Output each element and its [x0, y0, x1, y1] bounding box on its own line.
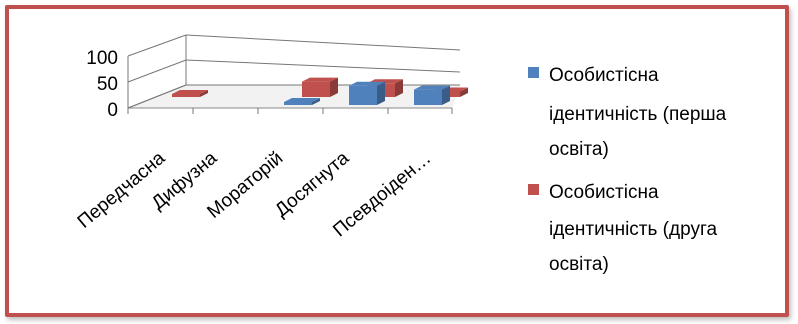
- bar-series-1-2: [284, 98, 320, 105]
- gridline-side-50: [127, 59, 187, 83]
- bar-side-series-2-0: [200, 90, 208, 97]
- legend-label-2-line-2: ідентичність (друга: [549, 219, 717, 240]
- bar-top-series-1-2: [284, 98, 320, 102]
- bar-front-series-1-2: [284, 102, 312, 105]
- legend: Особистісна ідентичність (перша освіта) …: [528, 65, 727, 275]
- gridline-back-100: [185, 34, 461, 51]
- gridline-side-0: [127, 84, 187, 109]
- bar-series-1-3: [349, 81, 385, 105]
- legend-swatch-series-2: [528, 184, 539, 195]
- bar-series-1-4: [414, 85, 450, 105]
- chart-frame: [5, 5, 789, 317]
- x-label-0: Передчасна: [74, 147, 170, 232]
- bar-front-series-1-4: [414, 89, 442, 105]
- bar-series-2-0: [172, 90, 208, 97]
- bar-side-series-1-3: [377, 81, 385, 105]
- bar-front-series-1-3: [349, 85, 377, 105]
- bars-layer: [172, 77, 468, 105]
- y-tick-label-0: 0: [107, 100, 118, 121]
- legend-swatch-series-1: [528, 67, 539, 78]
- x-label-3: Досягнута: [271, 147, 353, 221]
- bar-top-series-1-3: [349, 81, 385, 86]
- bar-front-series-2-0: [172, 94, 200, 97]
- bar-top-series-1-4: [414, 85, 450, 90]
- legend-label-1-line-3: освіта): [549, 139, 609, 160]
- bar-top-series-2-2: [302, 77, 338, 82]
- bar-side-series-2-3: [395, 79, 403, 97]
- gridline-side-100: [127, 34, 187, 57]
- legend-label-1-line-1: Особистісна: [549, 65, 659, 86]
- legend-label-1-line-2: ідентичність (перша: [549, 104, 727, 125]
- bar-side-series-2-2: [330, 77, 338, 97]
- bar-front-series-2-2: [302, 81, 330, 97]
- bar-side-series-2-4: [460, 87, 468, 97]
- y-tick-label-50: 50: [97, 74, 118, 95]
- bar-series-2-2: [302, 77, 338, 97]
- legend-label-2-line-3: освіта): [549, 254, 609, 275]
- bar-side-series-1-4: [442, 85, 450, 105]
- legend-label-2-line-1: Особистісна: [549, 182, 659, 203]
- bar-side-series-1-2: [312, 98, 320, 105]
- gridline-back-50: [185, 59, 461, 73]
- x-axis-ticks: [127, 108, 453, 114]
- bar-top-series-2-0: [172, 90, 208, 94]
- y-tick-label-100: 100: [86, 48, 118, 69]
- grid-lines: [127, 34, 461, 110]
